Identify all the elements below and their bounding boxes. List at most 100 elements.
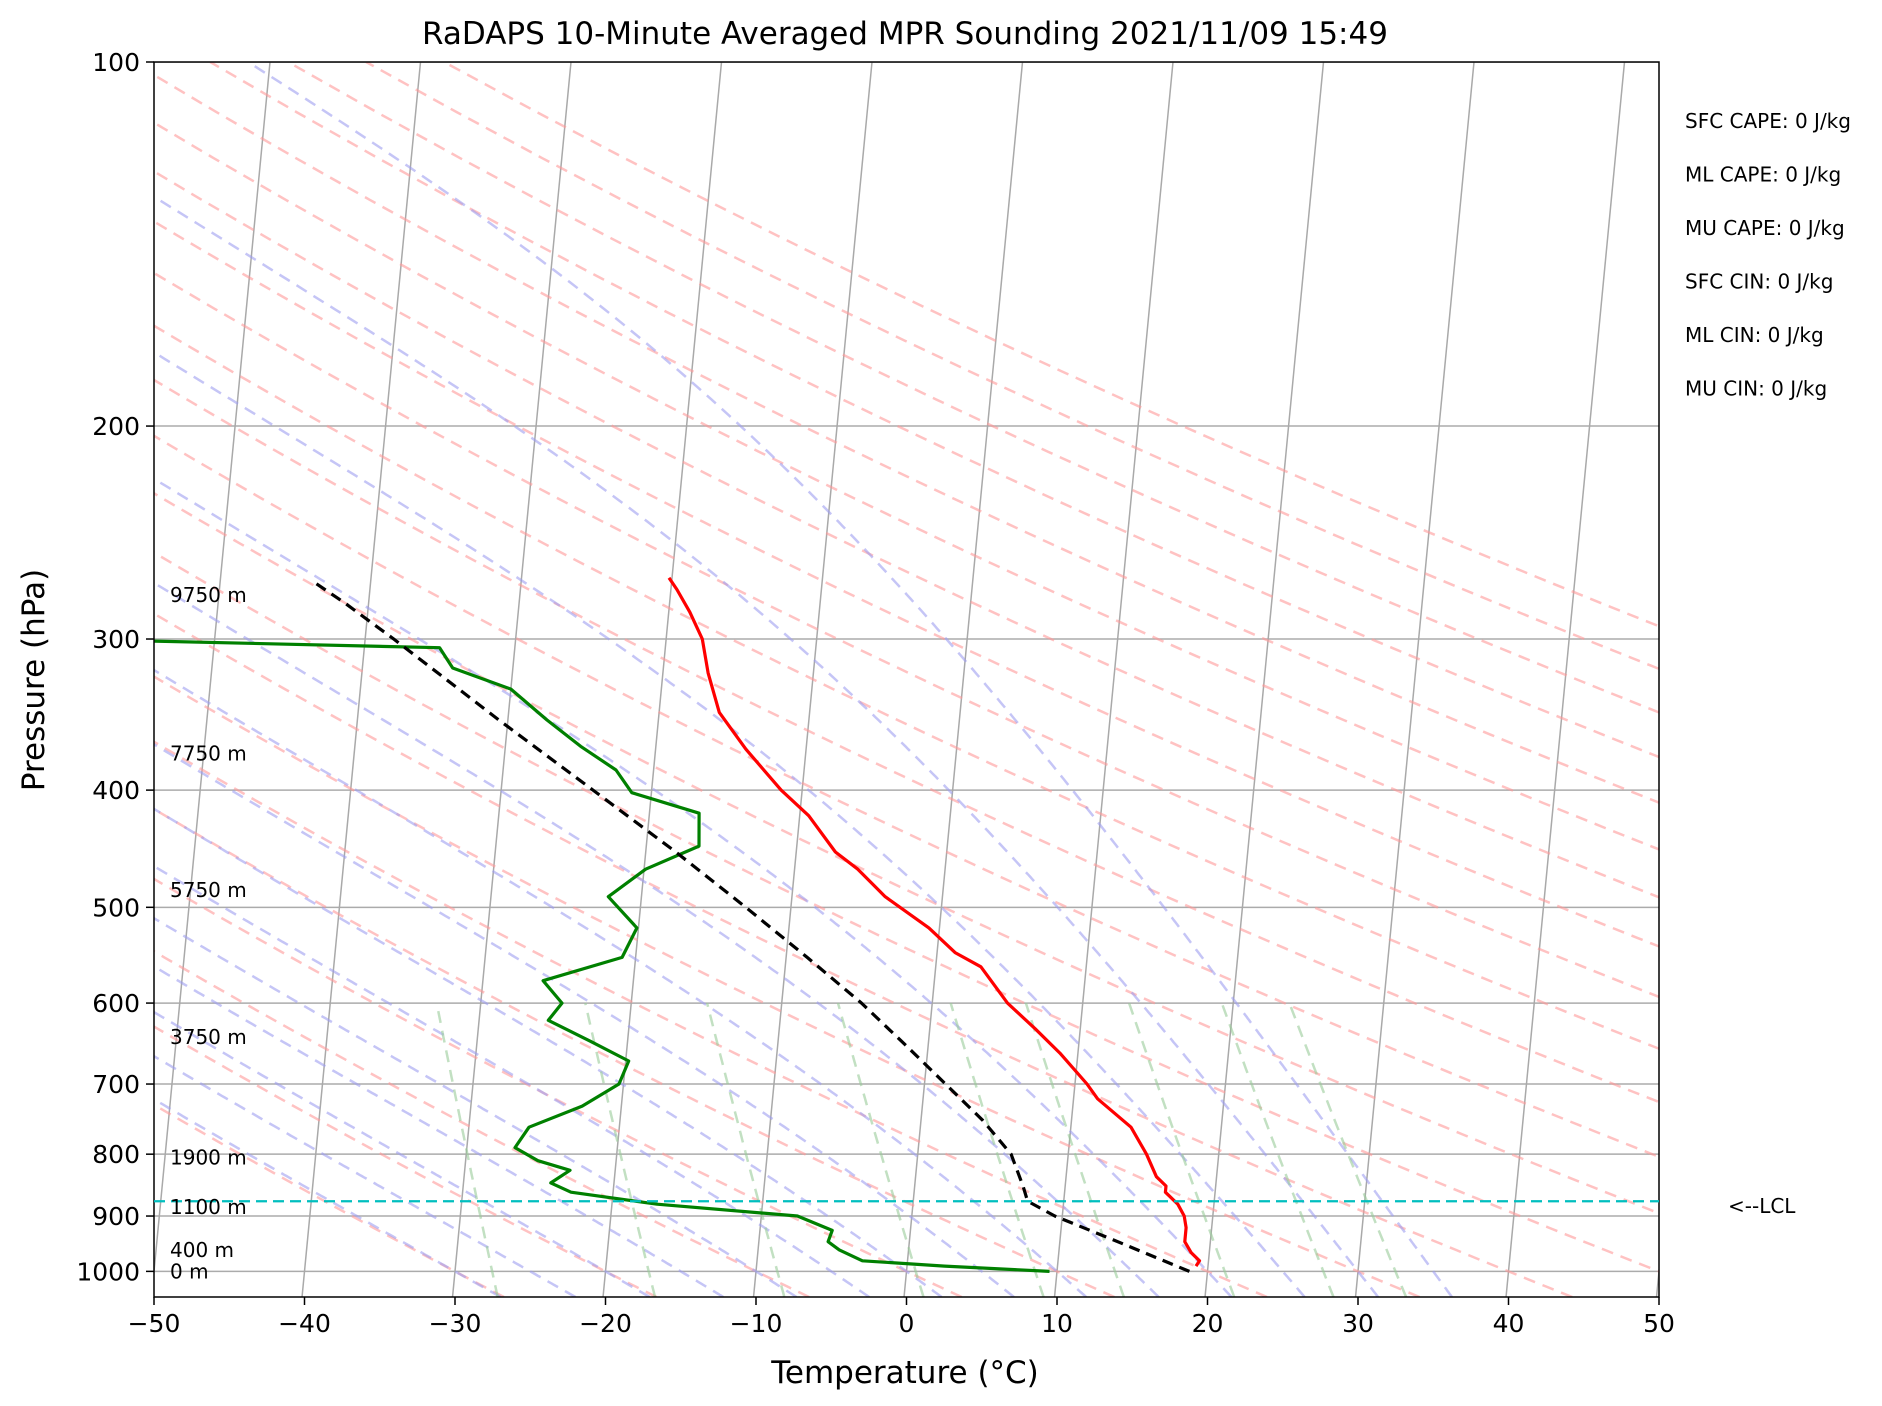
isotherm-line xyxy=(602,62,723,1297)
isotherm-line xyxy=(154,62,271,1280)
stat-text: MU CIN: 0 J/kg xyxy=(1685,377,1827,401)
mixing-ratio-line xyxy=(1288,1002,1408,1297)
x-tick-label: 50 xyxy=(1643,1309,1675,1338)
dry-adiabat-line xyxy=(154,324,1659,1051)
moist-adiabat-line xyxy=(154,350,1306,1297)
moist-adiabat-line xyxy=(154,807,943,1297)
plot-area xyxy=(154,62,1882,1297)
y-tick-label: 900 xyxy=(92,1202,140,1231)
isotherm-line xyxy=(1354,62,1475,1297)
height-label: 7750 m xyxy=(170,741,247,765)
y-axis-label: Pressure (hPa) xyxy=(16,569,52,791)
moist-adiabat-line xyxy=(154,477,1233,1297)
mixing-ratio-line xyxy=(705,1002,786,1297)
dry-adiabat-line xyxy=(154,1025,658,1297)
mixing-ratio-line xyxy=(584,1002,657,1297)
dry-adiabat-line xyxy=(154,949,810,1297)
x-tick-label: −20 xyxy=(579,1309,632,1338)
temperature-profile-line xyxy=(667,576,1202,1267)
x-tick-label: −10 xyxy=(730,1309,783,1338)
axes: −50 −40 −30 −20 −10 0 10 20 30 40 50 100 200 300 400 50… xyxy=(76,48,1675,1338)
isotherm-line xyxy=(1505,62,1626,1297)
lcl-label: <--LCL xyxy=(1728,1194,1796,1218)
dry-adiabat-line xyxy=(154,170,1659,899)
dry-adiabat-line xyxy=(154,73,1659,804)
dry-adiabat-line xyxy=(443,62,1659,628)
moist-adiabat-line xyxy=(154,742,1015,1297)
isotherm-line xyxy=(451,62,572,1297)
dry-adiabat-line xyxy=(365,62,1659,671)
isotherm-line xyxy=(1807,62,1882,1297)
isotherm-line xyxy=(1053,62,1174,1297)
dry-adiabat-line xyxy=(154,740,1268,1297)
mixing-ratio-line xyxy=(1024,1002,1126,1297)
stat-text: MU CAPE: 0 J/kg xyxy=(1685,216,1845,240)
isotherm-line xyxy=(1204,62,1325,1297)
dry-adiabat-line xyxy=(154,491,1659,1215)
mixing-ratio-line xyxy=(949,1002,1045,1297)
dewpoint-profile-line xyxy=(154,639,1050,1273)
y-tick-label: 200 xyxy=(92,412,140,441)
isotherm-line xyxy=(903,62,1024,1297)
y-tick-label: 700 xyxy=(92,1070,140,1099)
dry-adiabat-line xyxy=(154,378,1659,1104)
dry-adiabat-line xyxy=(154,121,1659,851)
height-label: 3750 m xyxy=(170,1025,247,1049)
mixing-ratio-line xyxy=(1220,1002,1335,1297)
x-tick-label: 30 xyxy=(1342,1309,1374,1338)
y-tick-label: 500 xyxy=(92,893,140,922)
y-tick-label: 300 xyxy=(92,625,140,654)
moist-adiabat-line xyxy=(154,916,798,1297)
y-tick-label: 600 xyxy=(92,989,140,1018)
moist-adiabat-line xyxy=(154,1010,651,1297)
dry-adiabat-line xyxy=(154,220,1659,948)
height-label: 400 m xyxy=(170,1238,234,1262)
y-tick-label: 800 xyxy=(92,1140,140,1169)
x-tick-label: −50 xyxy=(128,1309,181,1338)
chart-title: RaDAPS 10-Minute Averaged MPR Sounding 2… xyxy=(422,16,1388,52)
y-tick-label: 1000 xyxy=(76,1257,140,1286)
height-label: 0 m xyxy=(170,1259,209,1283)
mixing-ratio-line xyxy=(836,1002,925,1297)
moist-adiabat-line xyxy=(154,195,1380,1297)
height-label: 9750 m xyxy=(170,583,247,607)
moist-adiabat-line xyxy=(154,581,1160,1297)
height-label: 1100 m xyxy=(170,1195,247,1219)
moist-adiabat-line xyxy=(154,965,724,1297)
parcel-profile-line xyxy=(315,582,1191,1273)
x-tick-label: 10 xyxy=(1041,1309,1073,1338)
dry-adiabat-line xyxy=(154,877,963,1297)
dry-adiabat-line xyxy=(154,675,1421,1297)
x-tick-label: 40 xyxy=(1493,1309,1525,1338)
y-tick-label: 100 xyxy=(92,48,140,77)
moist-adiabat-line xyxy=(154,1097,502,1297)
stat-text: ML CAPE: 0 J/kg xyxy=(1685,163,1841,187)
isotherm-line xyxy=(1655,1263,1659,1297)
moist-adiabat-line xyxy=(247,62,1453,1297)
dry-adiabat-line xyxy=(154,1103,505,1297)
moist-adiabat-line xyxy=(154,864,870,1297)
dry-adiabat-line xyxy=(154,551,1659,1273)
dry-adiabat-line xyxy=(287,62,1659,714)
mixing-ratio-line xyxy=(435,1002,499,1297)
x-tick-label: −40 xyxy=(278,1309,331,1338)
isotherm-line xyxy=(301,62,422,1297)
stat-text: SFC CAPE: 0 J/kg xyxy=(1685,109,1851,133)
x-axis-label: Temperature (°C) xyxy=(770,1355,1039,1391)
mixing-ratio-line xyxy=(1127,1002,1236,1297)
stat-text: SFC CIN: 0 J/kg xyxy=(1685,270,1833,294)
plot-frame xyxy=(153,61,1660,1298)
moist-adiabat-line xyxy=(154,668,1088,1297)
dry-adiabat-line xyxy=(154,807,1115,1297)
height-label: 5750 m xyxy=(170,878,247,902)
x-tick-label: 20 xyxy=(1192,1309,1224,1338)
x-tick-label: 0 xyxy=(899,1309,915,1338)
x-tick-label: −30 xyxy=(429,1309,482,1338)
dry-adiabat-line xyxy=(154,612,1573,1297)
y-tick-label: 400 xyxy=(92,776,140,805)
stat-text: ML CIN: 0 J/kg xyxy=(1685,323,1824,347)
height-label: 1900 m xyxy=(170,1145,247,1169)
dry-adiabat-line xyxy=(209,62,1659,759)
